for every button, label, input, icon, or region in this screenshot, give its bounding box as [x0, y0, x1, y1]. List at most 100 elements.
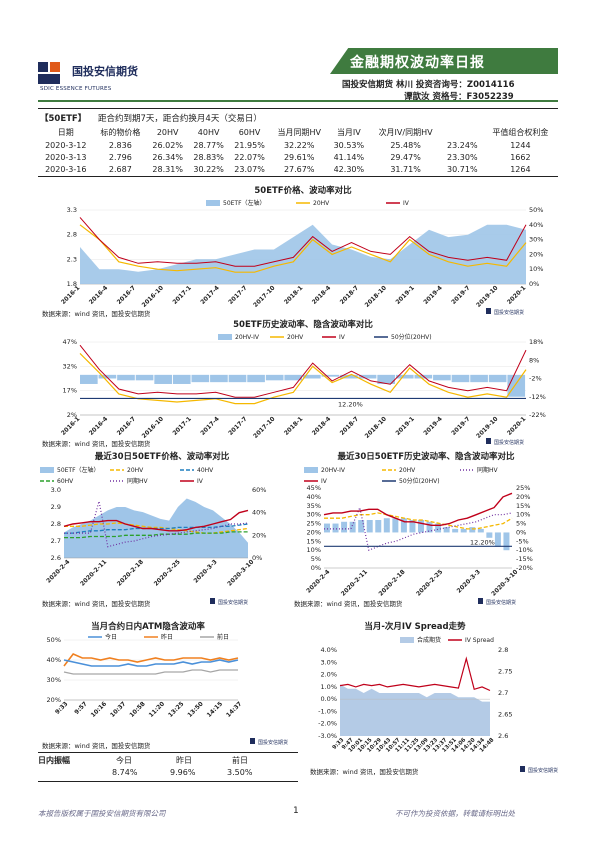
y-tick-label: 0.0% — [320, 695, 337, 703]
diff-bar — [191, 374, 210, 383]
source-note: 数据来源：wind 资讯，国投安信期货 — [42, 439, 151, 448]
header-divider — [38, 100, 558, 102]
mini-logo-text: 国投安信期货 — [494, 309, 524, 316]
column-header: 当月同期HV — [277, 128, 321, 137]
footer-copyright: 本报告版权属于国投安信期货有限公司 — [38, 809, 166, 818]
x-tick-label: 2020-2-11 — [340, 568, 369, 597]
column-header: 当月IV — [336, 128, 361, 137]
y-tick-label: 30% — [47, 676, 61, 684]
series-iv-spread — [339, 656, 491, 692]
x-tick-label: 13:25 — [167, 700, 185, 718]
diff-bar — [494, 532, 501, 547]
table-cell: 23.24% — [447, 140, 478, 150]
legend-swatch — [206, 200, 220, 206]
expiry-note: 距合约到期7天，距合约换月4天（交易日） — [98, 114, 262, 124]
y2-tick-label: 25% — [516, 484, 530, 492]
legend-label: 今日 — [105, 633, 117, 641]
x-tick-label: 2020-2-18 — [377, 568, 406, 597]
diff-bar — [324, 523, 330, 533]
y2-tick-label: -2% — [529, 375, 542, 383]
x-tick-label: 10:37 — [109, 700, 127, 718]
mini-logo-text: 国投安信期货 — [494, 439, 524, 446]
y-tick-label: 3.0% — [320, 658, 337, 666]
x-tick-label: 2016-7 — [116, 415, 137, 436]
legend-label: 前日 — [217, 633, 229, 641]
y-tick-label: 45% — [307, 484, 321, 492]
legend-label: 同期HV — [477, 466, 499, 474]
y-tick-label: 3.3 — [67, 206, 77, 214]
legend-label: 20HV — [399, 467, 416, 474]
diff-bar — [470, 374, 488, 383]
diff-bar — [400, 518, 407, 533]
legend-label: 40HV — [197, 467, 214, 474]
intraday-value: 9.96% — [170, 768, 196, 777]
y2-tick-label: 18% — [529, 338, 543, 346]
source-note: 数据来源：wind 资讯，国投安信期货 — [294, 599, 403, 608]
series-hv60 — [64, 531, 248, 539]
table-cell: 23.07% — [234, 164, 265, 174]
diff-bar — [503, 532, 510, 551]
y-tick-label: 20% — [47, 696, 61, 704]
diff-bar — [375, 520, 382, 533]
company-name-en: SDIC ESSENCE FUTURES — [40, 86, 112, 92]
chart-title: 当月-次月IV Spread走势 — [364, 621, 466, 632]
y2-tick-label: 20% — [516, 493, 530, 501]
y2-tick-label: 20% — [529, 250, 543, 258]
table-cell: 1264 — [510, 164, 531, 174]
legend-label: 50ETF（左轴） — [223, 199, 266, 207]
diff-bar — [460, 528, 467, 533]
diff-bar — [284, 374, 303, 381]
x-tick-label: 2020-2-25 — [415, 568, 444, 597]
y-tick-label: 47% — [63, 338, 77, 346]
x-tick-label: 2018-10 — [364, 284, 388, 308]
x-tick-label: 2016-10 — [141, 415, 165, 439]
x-tick-label: 2017-7 — [227, 415, 248, 436]
mini-logo-icon — [520, 766, 525, 772]
y2-tick-label: -10% — [516, 546, 533, 554]
x-tick-label: 2019-4 — [422, 415, 443, 436]
y2-tick-label: -5% — [516, 537, 529, 545]
table-rule — [38, 108, 558, 109]
diff-bar — [395, 374, 414, 379]
column-header: 60HV — [238, 128, 261, 137]
x-tick-label: 2020-2-4 — [305, 568, 331, 594]
legend-label: 50ETF（左轴） — [57, 466, 100, 474]
y-tick-label: 40% — [307, 493, 321, 501]
table-cell: 30.53% — [333, 140, 365, 150]
diff-bar — [366, 520, 373, 533]
source-note: 数据来源：wind 资讯，国投安信期货 — [310, 767, 419, 776]
x-tick-label: 2016-10 — [141, 284, 165, 308]
y2-tick-label: -20% — [516, 564, 533, 572]
table-cell: 29.47% — [390, 152, 421, 162]
y2-tick-label: -12% — [529, 393, 546, 401]
table-row: 2020-3-13 2.796 26.34% 28.83% 22.07% 29.61% 41… — [38, 151, 558, 163]
intraday-value: 3.50% — [227, 768, 253, 777]
table-cell: 1244 — [510, 140, 531, 150]
mini-logo-text: 国投安信期货 — [258, 739, 288, 746]
x-tick-label: 2017-10 — [252, 284, 276, 308]
x-tick-label: 2017-1 — [171, 415, 192, 436]
diff-bar — [358, 520, 365, 533]
legend-label: 50分位(20HV) — [391, 333, 432, 341]
mini-logo-text: 国投安信期货 — [486, 599, 516, 606]
intraday-col: 今日 — [116, 756, 132, 765]
y2-tick-label: -22% — [529, 411, 546, 419]
y-tick-label: 0% — [311, 564, 321, 572]
diff-bar — [349, 521, 356, 533]
legend-label: 50分位(20HV) — [399, 477, 440, 485]
series-yesterday — [63, 653, 239, 667]
x-tick-label: 2016-4 — [88, 284, 109, 305]
page-number: 1 — [293, 806, 299, 816]
legend-label: 20HV-IV — [235, 334, 260, 341]
y2-tick-label: -15% — [516, 555, 533, 563]
diff-bar — [341, 521, 348, 533]
diff-bar — [80, 374, 98, 384]
column-header: 次月IV/同期HV — [378, 128, 433, 137]
table-cell: 2.687 — [108, 164, 132, 174]
x-tick-label: 14:37 — [225, 700, 243, 718]
diff-bar — [172, 374, 191, 384]
median-annotation: 12.20% — [338, 400, 363, 408]
table-cell: 27.67% — [283, 164, 315, 174]
table-cell: 31.71% — [390, 164, 421, 174]
chart-title: 当月合约日内ATM隐含波动率 — [91, 621, 205, 632]
